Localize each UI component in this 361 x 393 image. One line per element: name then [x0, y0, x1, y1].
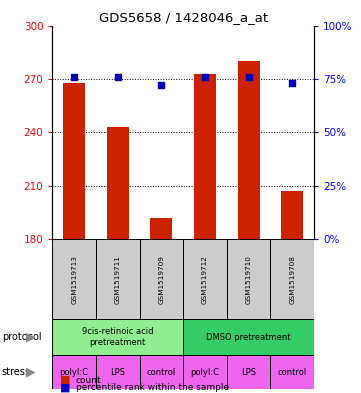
Point	[71, 74, 77, 80]
Text: control: control	[278, 368, 307, 377]
Bar	[281, 191, 303, 239]
Bar	[227, 355, 270, 389]
Text: stress: stress	[2, 367, 31, 377]
Bar	[140, 355, 183, 389]
Bar	[52, 319, 183, 355]
Text: GSM1519711: GSM1519711	[115, 255, 121, 303]
Text: GSM1519710: GSM1519710	[245, 255, 252, 303]
Bar	[238, 61, 260, 239]
Bar	[52, 355, 96, 389]
Text: GSM1519712: GSM1519712	[202, 255, 208, 303]
Text: DMSO pretreatment: DMSO pretreatment	[206, 332, 291, 342]
Bar	[270, 355, 314, 389]
Text: polyI:C: polyI:C	[60, 368, 89, 377]
Text: LPS: LPS	[241, 368, 256, 377]
Text: ▶: ▶	[26, 366, 35, 379]
Text: GSM1519709: GSM1519709	[158, 255, 164, 303]
Point	[202, 74, 208, 80]
Bar	[183, 319, 314, 355]
Bar	[194, 73, 216, 239]
Bar	[52, 239, 96, 319]
Point	[246, 74, 252, 80]
Text: percentile rank within the sample: percentile rank within the sample	[76, 384, 229, 392]
Bar	[270, 239, 314, 319]
Point	[290, 80, 295, 86]
Bar	[183, 239, 227, 319]
Point	[115, 74, 121, 80]
Text: count: count	[76, 376, 101, 384]
Bar	[63, 83, 85, 239]
Text: 9cis-retinoic acid
pretreatment: 9cis-retinoic acid pretreatment	[82, 327, 153, 347]
Bar	[96, 239, 140, 319]
Bar	[140, 239, 183, 319]
Text: ▶: ▶	[26, 331, 35, 343]
Text: GSM1519708: GSM1519708	[289, 255, 295, 303]
Bar	[107, 127, 129, 239]
Bar	[183, 355, 227, 389]
Bar	[227, 239, 270, 319]
Text: protocol: protocol	[2, 332, 42, 342]
Text: ■: ■	[60, 383, 70, 393]
Bar	[151, 218, 172, 239]
Point	[158, 82, 164, 88]
Title: GDS5658 / 1428046_a_at: GDS5658 / 1428046_a_at	[99, 11, 268, 24]
Bar	[96, 355, 140, 389]
Text: LPS: LPS	[110, 368, 125, 377]
Text: control: control	[147, 368, 176, 377]
Text: polyI:C: polyI:C	[191, 368, 219, 377]
Text: GSM1519713: GSM1519713	[71, 255, 77, 303]
Text: ■: ■	[60, 375, 70, 385]
